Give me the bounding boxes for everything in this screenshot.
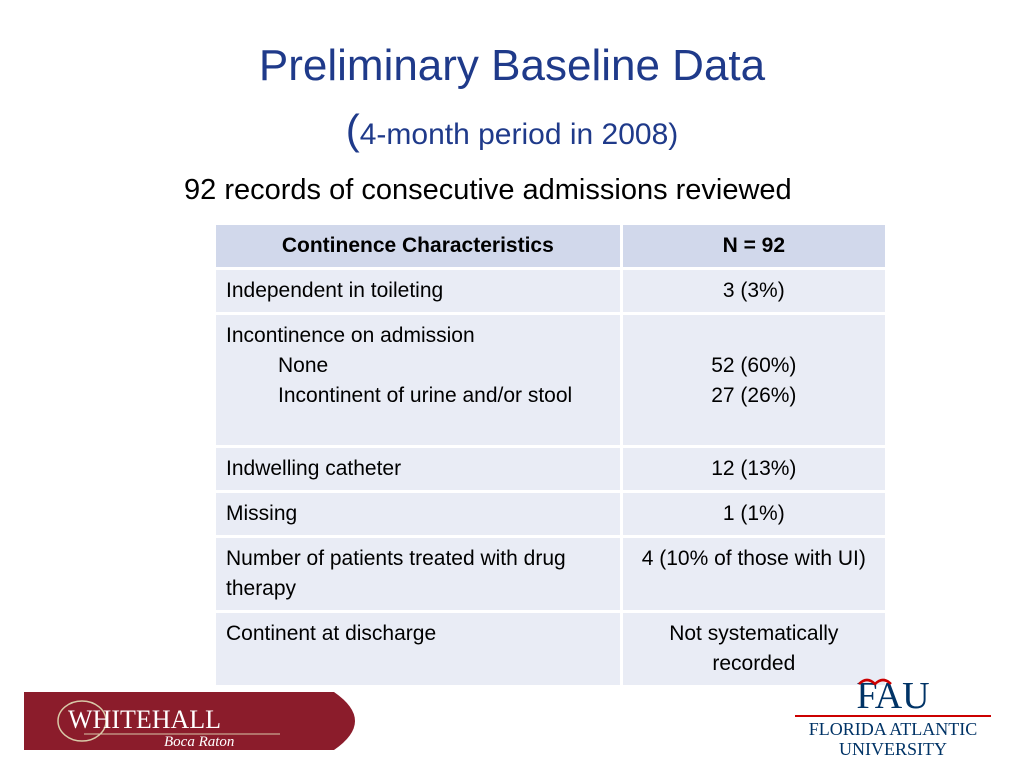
column-header-characteristics: Continence Characteristics bbox=[213, 222, 623, 270]
records-reviewed-text: 92 records of consecutive admissions rev… bbox=[184, 174, 792, 206]
row-value: 4 (10% of those with UI) bbox=[619, 535, 889, 613]
whitehall-logo: WHITEHALL Boca Raton bbox=[24, 690, 378, 757]
row-value: 3 (3%) bbox=[619, 267, 889, 315]
whitehall-logo-name: WHITEHALL bbox=[68, 705, 221, 734]
column-header-n: N = 92 bbox=[619, 222, 889, 270]
row-label: Independent in toileting bbox=[213, 267, 623, 315]
fau-logo-line2: UNIVERSITY bbox=[839, 739, 947, 759]
fau-logo-mark: FAU bbox=[856, 675, 929, 717]
fau-logo: FAU FLORIDA ATLANTIC UNIVERSITY bbox=[795, 672, 991, 765]
sub-row-label: None bbox=[278, 354, 329, 377]
row-value: Not systematically recorded bbox=[619, 610, 889, 688]
subtitle-text: 4-month period in 2008) bbox=[359, 118, 679, 151]
whitehall-logo-location: Boca Raton bbox=[164, 734, 234, 750]
table-row: Incontinence on admission None Incontine… bbox=[213, 312, 889, 448]
row-label: Number of patients treated with drug the… bbox=[213, 535, 623, 613]
subtitle-open-paren: ( bbox=[345, 106, 360, 153]
row-label-group: Incontinence on admission None Incontine… bbox=[213, 312, 623, 448]
table-row: Number of patients treated with drug the… bbox=[213, 535, 889, 613]
sub-row-value: 27 (26%) bbox=[711, 384, 797, 407]
row-value: 1 (1%) bbox=[619, 490, 889, 538]
slide-title: Preliminary Baseline Data bbox=[258, 41, 766, 90]
table-row: Indwelling catheter 12 (13%) bbox=[213, 445, 889, 493]
row-label: Incontinence on admission bbox=[226, 324, 475, 347]
row-value-group: 52 (60%) 27 (26%) bbox=[619, 312, 889, 448]
fau-logo-line1: FLORIDA ATLANTIC bbox=[809, 719, 978, 739]
table-row: Independent in toileting 3 (3%) bbox=[213, 267, 889, 315]
row-label: Missing bbox=[213, 490, 623, 538]
table-row: Continent at discharge Not systematicall… bbox=[213, 610, 889, 688]
slide-subtitle: (4-month period in 2008) bbox=[0, 106, 1024, 159]
sub-row-value: 52 (60%) bbox=[711, 354, 797, 377]
row-value: 12 (13%) bbox=[619, 445, 889, 493]
row-label: Continent at discharge bbox=[213, 610, 623, 688]
table-row: Missing 1 (1%) bbox=[213, 490, 889, 538]
fau-owl-icon bbox=[858, 678, 892, 686]
row-label: Indwelling catheter bbox=[213, 445, 623, 493]
table-header-row: Continence Characteristics N = 92 bbox=[213, 222, 889, 270]
sub-row-label: Incontinent of urine and/or stool bbox=[278, 384, 573, 407]
continence-table: Continence Characteristics N = 92 Indepe… bbox=[213, 222, 889, 688]
